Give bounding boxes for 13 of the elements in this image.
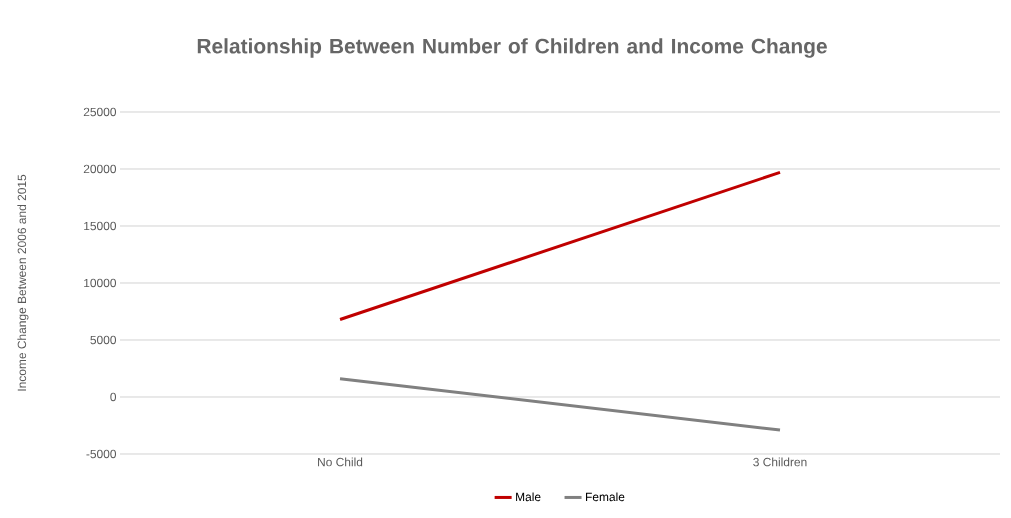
legend-label: Male [516,492,541,502]
y-tick-label: 20000 [83,164,117,174]
x-tick-label: No Child [318,457,363,467]
y-tick-label: 0 [110,392,117,402]
chart-title: Relationship Between Number of Children and Income Change [197,38,827,58]
x-tick-label: 3 Children [753,457,807,467]
legend-label: Female [586,492,625,502]
y-axis-title: Income Change Between 2006 and 2015 [17,174,29,391]
y-tick-label: 5000 [90,335,117,345]
y-tick-label: 25000 [83,107,117,117]
y-tick-label: 10000 [84,278,117,288]
y-tick-label: -5000 [86,449,117,459]
y-tick-label: 15000 [84,221,117,231]
